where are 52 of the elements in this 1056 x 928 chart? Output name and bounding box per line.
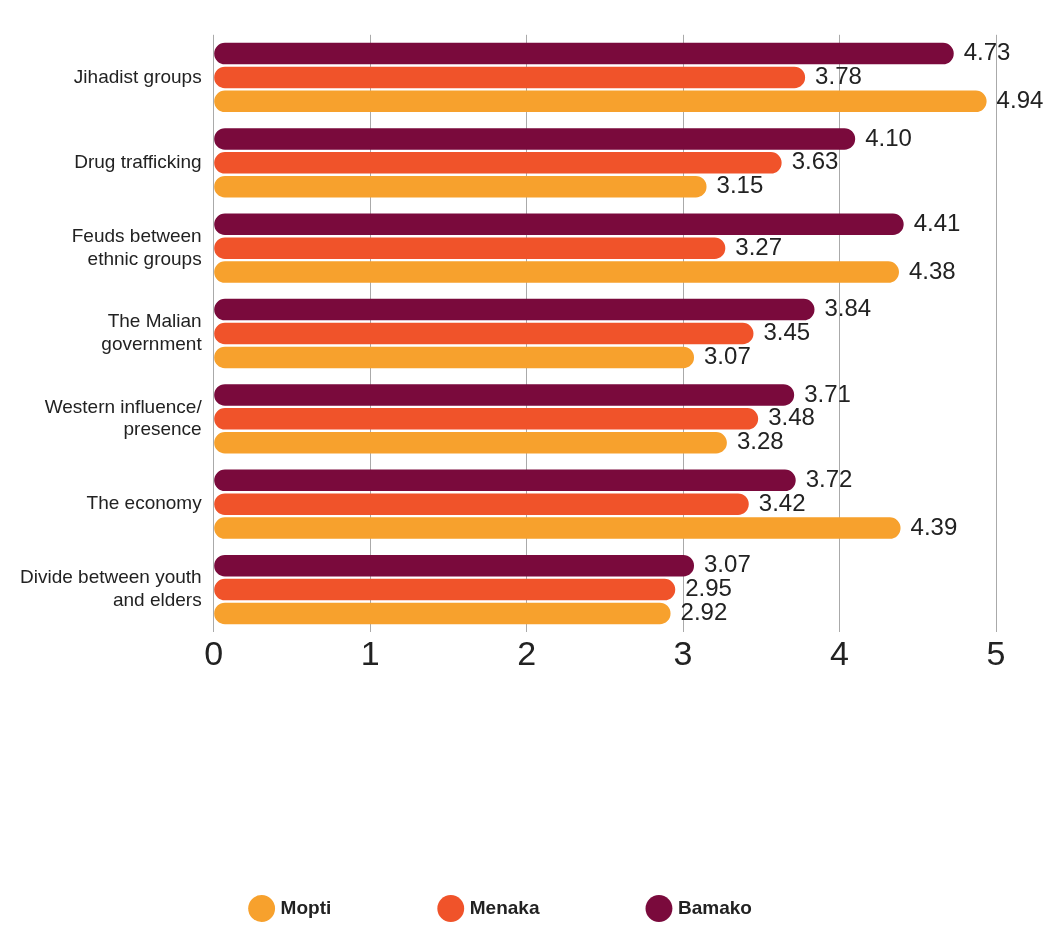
data-label: 3.78	[815, 62, 862, 90]
bar	[214, 469, 796, 492]
x-tick-label: 4	[830, 633, 849, 672]
y-tick-label: Divide between youth and elders	[20, 566, 202, 611]
bar	[214, 602, 671, 625]
legend-label: Bamako	[677, 896, 752, 918]
bar	[214, 261, 899, 283]
data-label: 4.39	[910, 512, 958, 540]
data-label: 4.10	[865, 123, 912, 151]
data-label: 3.07	[704, 342, 751, 370]
bar	[214, 90, 987, 113]
bar	[214, 213, 904, 236]
x-tick-label: 1	[360, 633, 380, 672]
bar	[214, 408, 759, 430]
bar	[214, 346, 695, 369]
bar	[214, 554, 695, 577]
bar	[214, 66, 806, 89]
legend-label: Menaka	[469, 896, 540, 918]
data-label: 3.45	[763, 318, 811, 346]
data-label: 3.15	[716, 171, 764, 199]
bar	[214, 431, 727, 454]
data-label: 4.94	[996, 85, 1044, 113]
bar	[214, 384, 795, 406]
bar	[214, 517, 901, 539]
bar	[214, 175, 707, 198]
y-tick-label: Jihadist groups	[73, 65, 202, 87]
bar	[214, 322, 754, 345]
data-label: 3.63	[791, 147, 839, 175]
bar	[214, 298, 815, 321]
bar	[214, 493, 749, 515]
legend-label: Mopti	[280, 896, 332, 918]
data-label: 4.73	[963, 38, 1011, 66]
y-tick-label: Feuds between ethnic groups	[71, 224, 202, 269]
bar	[214, 152, 782, 174]
bar	[214, 42, 954, 65]
x-tick-label: 0	[204, 633, 224, 672]
y-tick-label: The Malian government	[101, 310, 203, 355]
x-tick-label: 2	[517, 633, 537, 672]
data-label: 3.72	[805, 464, 853, 492]
x-tick-label: 5	[986, 633, 1006, 672]
data-label: 3.42	[758, 488, 806, 516]
data-label: 3.84	[824, 294, 872, 322]
y-tick-label: Western influence/ presence	[44, 395, 203, 440]
data-label: 3.27	[735, 232, 783, 260]
y-tick-label: The economy	[86, 492, 203, 514]
data-label: 4.38	[908, 256, 956, 284]
bar	[214, 578, 676, 601]
bar	[214, 128, 856, 150]
x-tick-label: 3	[673, 633, 693, 672]
y-tick-label: Drug trafficking	[74, 151, 202, 173]
bar	[214, 237, 726, 259]
data-label: 4.41	[913, 208, 961, 236]
